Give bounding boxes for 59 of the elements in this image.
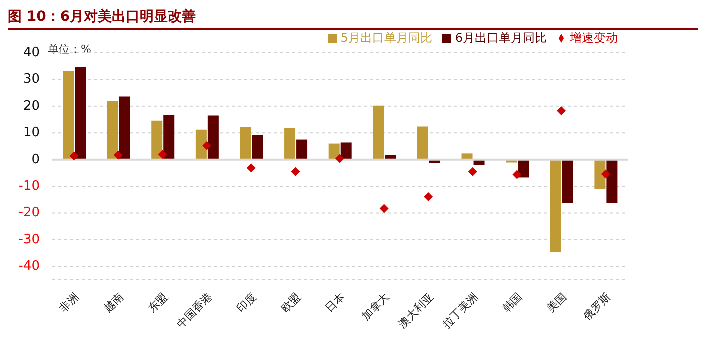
- bar: [152, 120, 163, 160]
- bar: [462, 154, 473, 160]
- bar: [373, 106, 384, 160]
- y-tick-label: 20: [23, 98, 40, 114]
- bar: [107, 101, 118, 160]
- point: [336, 154, 344, 164]
- point: [424, 192, 434, 202]
- y-tick-label: 40: [23, 46, 40, 60]
- point: [202, 141, 212, 150]
- bar: [240, 126, 252, 160]
- point: [291, 167, 300, 176]
- x-tick-label: 加拿大: [360, 290, 392, 324]
- bar: [63, 71, 74, 160]
- bar: [296, 140, 308, 160]
- point: [512, 170, 522, 180]
- y-tick-label: -10: [18, 179, 40, 194]
- y-tick-label: 30: [23, 72, 40, 88]
- x-tick-label: 非洲: [57, 290, 82, 316]
- x-tick-label: 越南: [101, 290, 126, 316]
- point: [557, 106, 566, 116]
- point: [70, 152, 79, 161]
- point: [158, 150, 168, 159]
- legend-label: 增速变动: [570, 31, 618, 45]
- y-tick-label: -40: [18, 259, 40, 274]
- bar: [164, 115, 175, 160]
- y-tick-label: -20: [18, 206, 40, 221]
- bar: [284, 128, 296, 160]
- x-tick-label: 日本: [323, 290, 348, 316]
- bar: [550, 160, 562, 252]
- y-tick-label: 0: [32, 152, 40, 168]
- bar: [208, 116, 219, 160]
- x-tick-label: 印度: [234, 290, 260, 316]
- x-tick-label: 韩国: [500, 290, 526, 316]
- y-tick-label: -30: [18, 232, 40, 248]
- x-tick-label: 美国: [544, 290, 570, 316]
- bar: [196, 130, 207, 160]
- bar: [340, 142, 352, 160]
- x-tick-label: 澳大利亚: [396, 290, 436, 331]
- legend-label: 5月出口单月同比: [340, 31, 432, 45]
- bar: [562, 160, 574, 204]
- x-tick-label: 俄罗斯: [581, 290, 614, 324]
- bar: [252, 135, 264, 160]
- x-tick-label: 拉丁美洲: [440, 290, 481, 331]
- point: [380, 204, 389, 214]
- bar: [606, 160, 618, 204]
- point: [114, 150, 123, 160]
- legend-label: 6月出口单月同比: [455, 31, 547, 45]
- x-tick-label: 欧盟: [278, 290, 304, 316]
- point: [246, 164, 256, 173]
- y-tick-label: 10: [23, 126, 40, 141]
- point: [601, 170, 610, 179]
- bar: [119, 96, 130, 160]
- bar: [594, 160, 606, 190]
- chart-title: 图 10：6月对美出口明显改善: [8, 8, 698, 30]
- point: [468, 167, 478, 176]
- x-tick-label: 东盟: [146, 290, 171, 316]
- x-tick-label: 中国香港: [174, 290, 215, 331]
- bar: [75, 67, 86, 160]
- bar: [417, 126, 428, 160]
